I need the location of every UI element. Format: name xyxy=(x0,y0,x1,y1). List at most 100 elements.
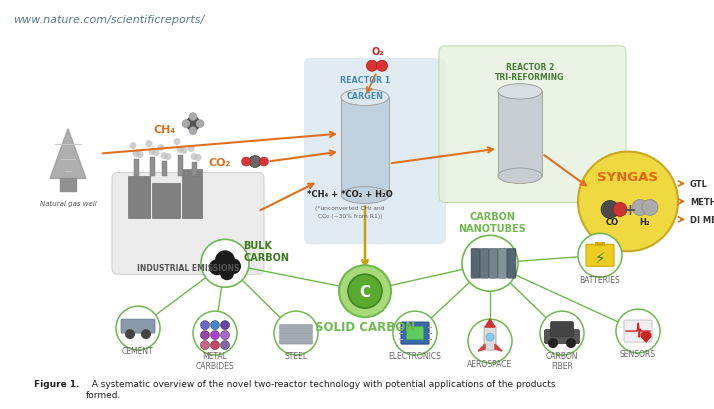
Text: CO: CO xyxy=(605,218,618,227)
Circle shape xyxy=(486,333,494,341)
Circle shape xyxy=(164,154,171,161)
Circle shape xyxy=(241,157,251,166)
Circle shape xyxy=(548,338,558,348)
Circle shape xyxy=(462,236,518,292)
Circle shape xyxy=(640,332,648,339)
FancyBboxPatch shape xyxy=(484,326,496,350)
Text: GTL: GTL xyxy=(690,180,708,189)
Circle shape xyxy=(191,154,198,161)
Text: (*unconverted CH₄ and: (*unconverted CH₄ and xyxy=(316,206,385,211)
FancyBboxPatch shape xyxy=(279,335,313,339)
FancyBboxPatch shape xyxy=(624,320,652,342)
Text: BULK
CARBON: BULK CARBON xyxy=(243,240,289,263)
Circle shape xyxy=(201,341,209,350)
FancyBboxPatch shape xyxy=(279,325,313,329)
Circle shape xyxy=(632,200,648,216)
Circle shape xyxy=(141,329,151,339)
Text: METHANOL: METHANOL xyxy=(690,198,714,207)
Circle shape xyxy=(616,309,660,353)
Bar xyxy=(150,157,155,177)
Circle shape xyxy=(601,201,619,219)
Bar xyxy=(192,162,197,177)
Circle shape xyxy=(339,265,391,317)
FancyBboxPatch shape xyxy=(471,249,480,279)
Circle shape xyxy=(153,150,159,157)
Circle shape xyxy=(201,321,209,330)
Text: ELECTRONICS: ELECTRONICS xyxy=(388,351,441,360)
Bar xyxy=(134,159,139,177)
Ellipse shape xyxy=(341,187,389,204)
Circle shape xyxy=(158,145,164,152)
Circle shape xyxy=(116,306,160,350)
Circle shape xyxy=(186,117,200,131)
FancyBboxPatch shape xyxy=(112,173,264,274)
Ellipse shape xyxy=(498,169,542,184)
FancyBboxPatch shape xyxy=(279,340,313,344)
Text: CH₄: CH₄ xyxy=(154,124,176,134)
Text: STEEL: STEEL xyxy=(284,351,308,360)
Circle shape xyxy=(136,152,144,159)
FancyBboxPatch shape xyxy=(439,47,626,203)
Polygon shape xyxy=(485,319,495,327)
Circle shape xyxy=(348,274,382,308)
Text: INDUSTRIAL EMISSIONS: INDUSTRIAL EMISSIONS xyxy=(137,264,239,273)
Polygon shape xyxy=(50,129,86,179)
Text: SYNGAS: SYNGAS xyxy=(598,171,658,184)
Text: Natural gas well: Natural gas well xyxy=(39,200,96,206)
Text: www.nature.com/scientificreports/: www.nature.com/scientificreports/ xyxy=(13,15,204,25)
Circle shape xyxy=(211,331,219,340)
Text: SOLID CARBON: SOLID CARBON xyxy=(315,320,415,333)
FancyBboxPatch shape xyxy=(545,330,580,344)
Circle shape xyxy=(613,203,627,217)
Text: CARBON
FIBER: CARBON FIBER xyxy=(545,351,578,371)
Text: AEROSPACE: AEROSPACE xyxy=(468,359,513,368)
Text: CEMENT: CEMENT xyxy=(122,346,154,355)
Text: Figure 1.: Figure 1. xyxy=(34,380,80,389)
Circle shape xyxy=(468,319,512,363)
Circle shape xyxy=(209,260,225,276)
Circle shape xyxy=(211,341,219,350)
Circle shape xyxy=(188,146,194,153)
FancyBboxPatch shape xyxy=(480,249,489,279)
Circle shape xyxy=(125,329,135,339)
Circle shape xyxy=(189,127,197,135)
Polygon shape xyxy=(495,344,502,351)
Circle shape xyxy=(221,321,229,330)
Circle shape xyxy=(645,332,651,339)
Circle shape xyxy=(221,341,229,350)
Circle shape xyxy=(259,157,268,166)
Bar xyxy=(162,161,167,177)
FancyBboxPatch shape xyxy=(498,249,507,279)
Text: O₂: O₂ xyxy=(372,47,384,57)
Bar xyxy=(152,184,180,219)
Circle shape xyxy=(182,120,190,128)
Ellipse shape xyxy=(341,90,389,106)
Bar xyxy=(178,155,183,177)
Circle shape xyxy=(566,338,576,348)
Text: C: C xyxy=(359,284,371,299)
Circle shape xyxy=(193,311,237,355)
FancyBboxPatch shape xyxy=(304,58,446,245)
Circle shape xyxy=(129,143,136,150)
Circle shape xyxy=(215,251,235,271)
Circle shape xyxy=(274,311,318,355)
Text: REACTOR 1: REACTOR 1 xyxy=(340,76,390,85)
Circle shape xyxy=(220,267,234,281)
FancyBboxPatch shape xyxy=(586,245,614,267)
FancyBboxPatch shape xyxy=(401,322,429,344)
Circle shape xyxy=(578,152,678,252)
Text: ⚡: ⚡ xyxy=(595,250,605,265)
FancyBboxPatch shape xyxy=(507,249,516,279)
Circle shape xyxy=(176,147,183,154)
Circle shape xyxy=(201,331,209,340)
Polygon shape xyxy=(478,344,485,351)
Circle shape xyxy=(194,155,201,162)
Circle shape xyxy=(181,148,188,155)
Circle shape xyxy=(366,61,378,72)
Text: H₂: H₂ xyxy=(640,218,650,227)
Circle shape xyxy=(376,61,388,72)
FancyBboxPatch shape xyxy=(406,327,423,340)
FancyBboxPatch shape xyxy=(341,98,389,196)
Bar xyxy=(182,169,202,219)
Circle shape xyxy=(189,113,197,121)
